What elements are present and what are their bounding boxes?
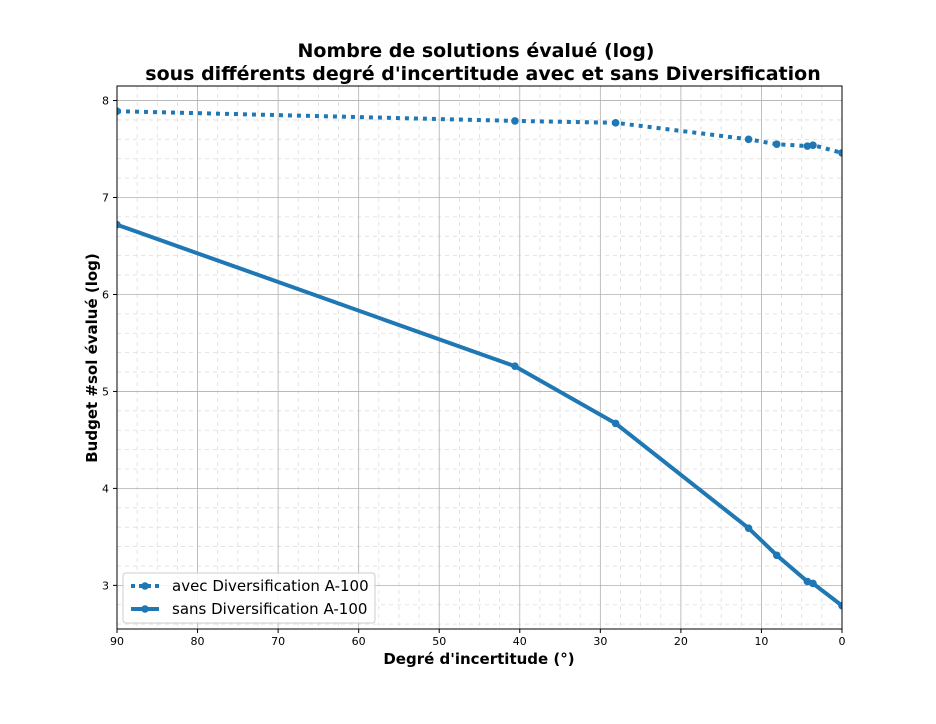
x-tick-label: 40: [513, 635, 527, 648]
x-tick-label: 30: [593, 635, 607, 648]
x-tick-label: 80: [191, 635, 205, 648]
legend: avec Diversification A-100 sans Diversifi…: [122, 572, 376, 624]
x-tick-label: 90: [110, 635, 124, 648]
data-point-sans: [838, 601, 842, 610]
data-point-sans: [511, 362, 519, 371]
legend-item-sans: sans Diversification A-100: [131, 600, 367, 618]
series-layer: [117, 107, 842, 610]
data-point-sans: [611, 419, 620, 428]
chart-subtitle: sous différents degré d'incertitude avec…: [145, 63, 820, 85]
legend-label-avec: avec Diversification A-100: [172, 577, 369, 595]
data-point-avec: [803, 142, 812, 150]
series-sans-diversification: [117, 220, 842, 610]
x-tick-label: 10: [754, 635, 768, 648]
data-point-avec: [611, 119, 620, 127]
y-tick-label: 5: [102, 385, 109, 398]
y-tick-label: 3: [102, 579, 109, 592]
data-point-avec: [511, 117, 519, 125]
y-axis-label: Budget #sol évalué (log): [83, 253, 101, 463]
y-tick-label: 7: [102, 192, 109, 205]
x-tick-label: 50: [432, 635, 446, 648]
data-point-avec: [117, 107, 121, 116]
plot-frame: [116, 85, 843, 630]
data-point-avec: [772, 140, 781, 148]
legend-label-sans: sans Diversification A-100: [172, 600, 367, 618]
series-avec-diversification: [117, 107, 842, 157]
minor-gridlines: [117, 86, 842, 629]
y-tick-label: 8: [102, 95, 109, 108]
data-point-avec: [838, 149, 842, 157]
series-line-avec: [117, 109, 842, 155]
x-axis-label: Degré d'incertitude (°): [383, 650, 574, 668]
x-tick-label: 70: [271, 635, 285, 648]
data-point-sans: [772, 551, 781, 560]
legend-box: [122, 572, 376, 624]
data-point-sans: [744, 524, 753, 532]
x-tick-label: 20: [674, 635, 688, 648]
data-point-avec: [744, 135, 753, 144]
y-tick-label: 6: [102, 288, 109, 301]
y-tick-label: 4: [102, 482, 109, 495]
x-axis-ticks: 90 80 70 60 50 40 30 20 10 0: [110, 629, 846, 648]
data-point-avec: [809, 141, 817, 149]
x-tick-label: 60: [352, 635, 366, 648]
y-axis-ticks: 3 4 5 6 7 8: [102, 95, 117, 592]
legend-marker-sans: [141, 605, 149, 613]
data-point-sans: [117, 220, 121, 229]
data-point-sans: [809, 579, 817, 588]
x-tick-label: 0: [839, 635, 846, 648]
chart-title: Nombre de solutions évalué (log): [298, 40, 655, 62]
legend-marker-avec: [141, 582, 149, 590]
legend-item-avec: avec Diversification A-100: [131, 577, 369, 595]
